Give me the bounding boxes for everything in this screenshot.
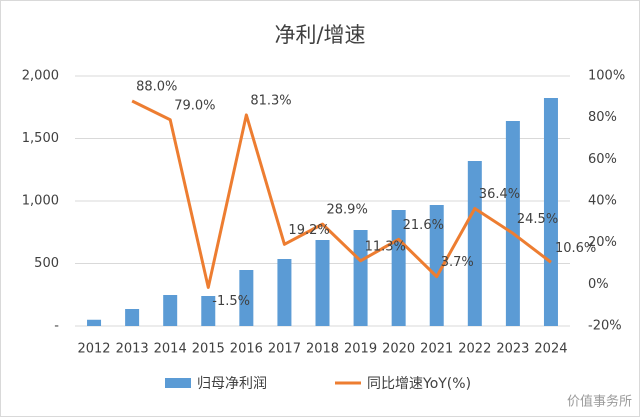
- data-label: 79.0%: [174, 98, 215, 113]
- data-label: 88.0%: [136, 80, 177, 95]
- y-tick-label: 2,000: [22, 69, 59, 84]
- chart-title: 净利/增速: [274, 23, 365, 47]
- x-tick-label: 2015: [192, 342, 225, 357]
- bar: [429, 205, 444, 326]
- line: [131, 99, 552, 289]
- legend-label: 同比增速YoY(%): [367, 376, 471, 392]
- bar: [315, 240, 330, 326]
- x-tick-label: 2018: [306, 342, 339, 357]
- data-label: 3.7%: [441, 255, 474, 270]
- data-label: 11.3%: [365, 239, 406, 254]
- watermark: 价值事务所: [567, 394, 632, 410]
- bar: [87, 319, 102, 326]
- x-tick-label: 2023: [496, 342, 529, 357]
- data-label: 36.4%: [479, 187, 520, 202]
- data-label: 19.2%: [288, 223, 329, 238]
- bar: [505, 121, 520, 326]
- legend-label: 归母净利润: [197, 375, 267, 392]
- y-tick-label: 1,500: [22, 131, 59, 146]
- data-label: 24.5%: [517, 212, 558, 227]
- y2-tick-label: -20%: [588, 319, 622, 334]
- bar: [391, 210, 406, 326]
- x-tick-label: 2024: [534, 342, 567, 357]
- data-label: 21.6%: [403, 218, 444, 233]
- legend-swatch: [165, 378, 191, 388]
- bar: [201, 296, 216, 326]
- x-tick-label: 2013: [116, 342, 149, 357]
- bar: [467, 161, 482, 326]
- bar: [353, 230, 368, 326]
- x-tick-label: 2014: [154, 342, 187, 357]
- x-tick-label: 2012: [77, 342, 110, 357]
- data-label: 10.6%: [555, 241, 596, 256]
- y-tick-label: 1,000: [22, 194, 59, 209]
- data-label: 28.9%: [327, 203, 368, 218]
- x-tick-label: 2022: [458, 342, 491, 357]
- y2-tick-label: 20%: [588, 235, 617, 250]
- y2-tick-label: 0%: [588, 277, 609, 292]
- y2-tick-label: 60%: [588, 152, 617, 167]
- y2-tick-label: 40%: [588, 194, 617, 209]
- y-tick-label: 500: [34, 256, 59, 271]
- x-tick-label: 2021: [420, 342, 453, 357]
- bar: [239, 270, 254, 326]
- y-tick-label: -: [54, 319, 59, 334]
- bar: [163, 295, 178, 326]
- x-tick-label: 2020: [382, 342, 415, 357]
- x-tick-label: 2019: [344, 342, 377, 357]
- bar: [125, 309, 140, 326]
- bar: [277, 259, 292, 326]
- x-tick-label: 2017: [268, 342, 301, 357]
- bar: [543, 98, 558, 326]
- x-tick-label: 2016: [230, 342, 263, 357]
- y2-tick-label: 80%: [588, 110, 617, 125]
- data-label: 81.3%: [250, 93, 291, 108]
- data-label: -1.5%: [212, 294, 250, 309]
- y2-tick-label: 100%: [588, 69, 625, 84]
